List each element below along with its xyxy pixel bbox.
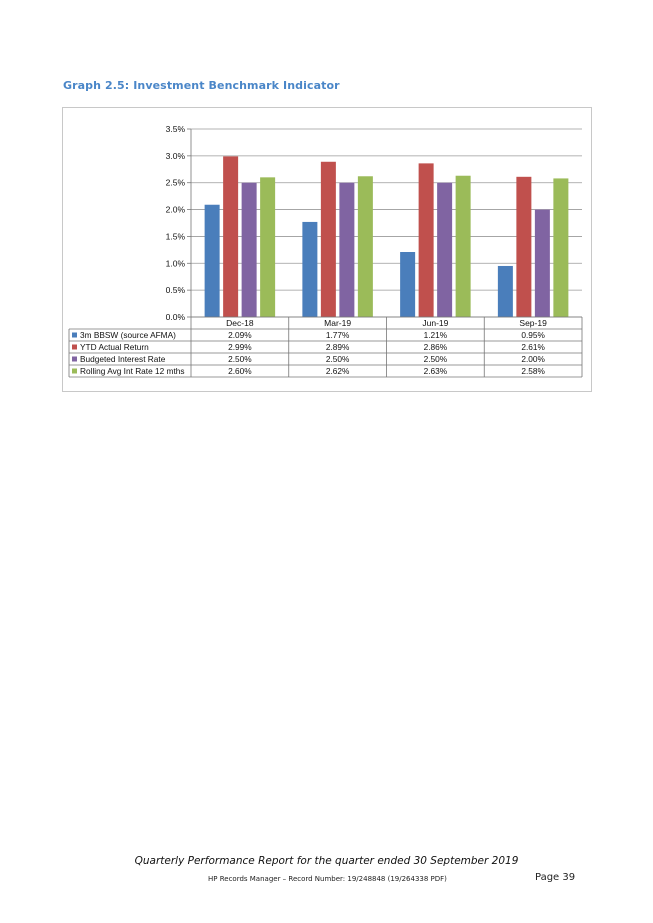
y-tick-label: 0.0% <box>166 312 186 322</box>
y-tick-label: 3.5% <box>166 124 186 134</box>
bar <box>437 182 453 317</box>
bar <box>497 265 513 317</box>
bar <box>516 176 532 317</box>
page-number: Page 39 <box>535 872 576 883</box>
bar <box>223 156 239 317</box>
legend-swatch <box>72 368 77 374</box>
data-label: 2.99% <box>228 342 252 352</box>
category-label: Sep-19 <box>519 318 547 328</box>
bar <box>260 177 276 317</box>
bar <box>400 252 416 317</box>
data-label: 1.77% <box>326 330 350 340</box>
legend-swatch <box>72 332 77 338</box>
data-label: 1.21% <box>424 330 448 340</box>
data-label: 2.63% <box>424 366 448 376</box>
data-label: 2.89% <box>326 342 350 352</box>
data-label: 2.58% <box>521 366 545 376</box>
data-label: 2.86% <box>424 342 448 352</box>
legend-entry: Budgeted Interest Rate <box>80 354 166 364</box>
bar <box>455 175 471 317</box>
record-number: HP Records Manager – Record Number: 19/2… <box>208 875 447 883</box>
benchmark-bar-chart: 0.0% 0.5% 1.0% 1.5% 2.0% 2.5% 3.0% 3.5% Dec-18 Ma… <box>68 124 583 378</box>
data-label: 2.50% <box>228 354 252 364</box>
data-label: 2.60% <box>228 366 252 376</box>
legend-entry: YTD Actual Return <box>80 342 149 352</box>
data-label: 2.62% <box>326 366 350 376</box>
category-label: Dec-18 <box>226 318 254 328</box>
bar <box>534 209 550 317</box>
legend-entry: 3m BBSW (source AFMA) <box>80 330 176 340</box>
bar <box>418 163 434 317</box>
data-label: 2.50% <box>326 354 350 364</box>
y-tick-label: 2.5% <box>166 178 186 188</box>
y-tick-label: 0.5% <box>166 285 186 295</box>
bar <box>320 161 336 317</box>
bar <box>241 182 257 317</box>
y-tick-label: 2.0% <box>166 205 186 215</box>
bar <box>204 204 220 317</box>
category-label: Mar-19 <box>324 318 351 328</box>
y-tick-label: 1.0% <box>166 258 186 268</box>
data-label: 2.50% <box>424 354 448 364</box>
bar <box>339 182 355 317</box>
category-label: Jun-19 <box>422 318 448 328</box>
bar <box>357 176 373 317</box>
bar <box>302 221 318 317</box>
chart-frame: 0.0% 0.5% 1.0% 1.5% 2.0% 2.5% 3.0% 3.5% Dec-18 Ma… <box>62 107 592 392</box>
y-tick-label: 1.5% <box>166 231 186 241</box>
legend-swatch <box>72 356 77 362</box>
bar <box>553 178 569 317</box>
y-tick-label: 3.0% <box>166 151 186 161</box>
legend-entry: Rolling Avg Int Rate 12 mths <box>80 366 185 376</box>
legend-swatch <box>72 344 77 350</box>
data-label: 0.95% <box>521 330 545 340</box>
data-label: 2.61% <box>521 342 545 352</box>
report-title: Quarterly Performance Report for the qua… <box>134 855 519 867</box>
data-label: 2.09% <box>228 330 252 340</box>
graph-heading: Graph 2.5: Investment Benchmark Indicato… <box>63 79 340 92</box>
data-label: 2.00% <box>521 354 545 364</box>
